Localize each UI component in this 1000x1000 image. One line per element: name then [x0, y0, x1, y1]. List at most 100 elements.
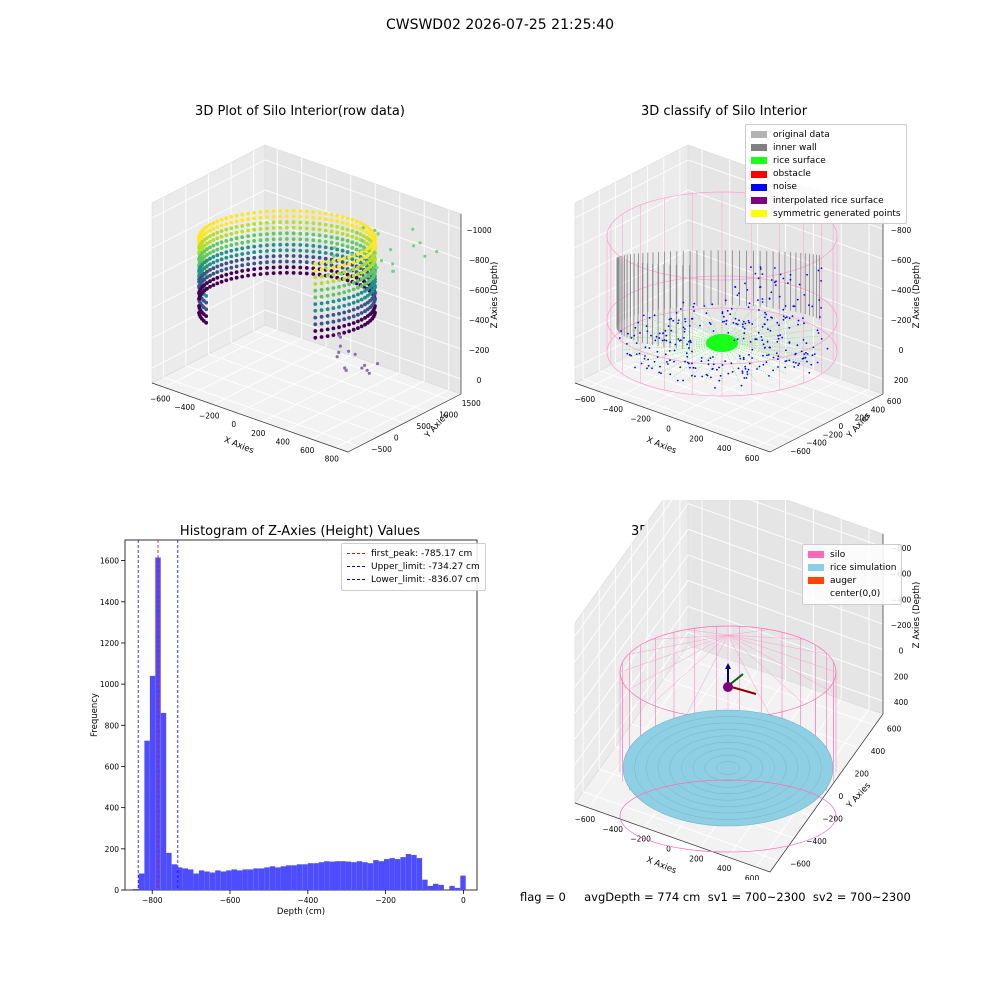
p1-data-point	[347, 255, 351, 260]
p1-grid-y	[208, 353, 405, 424]
p2-noise-point	[817, 332, 820, 334]
p1-data-point	[224, 255, 229, 260]
p1-data-point	[372, 250, 376, 254]
p2-noise-point	[683, 337, 685, 339]
p1-data-point	[271, 243, 276, 247]
p1-data-point	[356, 279, 360, 283]
p1-data-point	[285, 265, 289, 270]
p2-noise-point	[803, 294, 806, 296]
p2-noise-point	[779, 273, 782, 276]
p1-data-point	[229, 248, 234, 253]
p1-data-point	[359, 284, 364, 288]
legend-color-swatch	[751, 183, 767, 191]
p2-noise-point	[707, 363, 710, 366]
p1-data-point	[224, 278, 229, 283]
p2-point-cloud	[606, 191, 838, 397]
p1-data-point	[205, 230, 209, 235]
legend-entry: Upper_limit: -734.27 cm	[347, 560, 480, 573]
p2-noise-point	[682, 301, 685, 304]
p4-silo-roof	[619, 634, 729, 673]
histogram-bar	[193, 873, 199, 890]
p2-noise-point	[747, 368, 750, 371]
p4-xtick-label: −400	[602, 825, 623, 834]
p1-data-point	[278, 259, 283, 264]
p1-data-point	[325, 334, 330, 338]
p1-data-point	[333, 246, 337, 250]
p1-data-point	[329, 252, 334, 256]
histogram-bar	[247, 869, 254, 890]
p1-data-point	[363, 289, 367, 293]
legend-entry: Lower_limit: -836.07 cm	[347, 573, 480, 586]
p1-data-point	[265, 271, 269, 276]
p2-noise-point	[654, 339, 657, 342]
p2-xtick-label: 600	[745, 454, 760, 463]
histogram-bar	[356, 861, 363, 890]
p2-noise-point	[721, 311, 724, 313]
p2-noise-point	[731, 371, 734, 373]
histogram-bar	[345, 861, 352, 890]
p1-data-point	[258, 210, 263, 215]
p4-xtick-label: −200	[630, 835, 651, 844]
p1-data-point	[291, 248, 296, 253]
p2-noise-point	[733, 339, 736, 342]
p1-data-point	[258, 238, 263, 243]
histogram-bar	[400, 857, 406, 890]
p2-noise-point	[785, 316, 788, 318]
p1-data-point	[278, 231, 283, 236]
p1-data-point	[285, 259, 289, 264]
p4-silo-roof	[651, 634, 729, 705]
p2-noise-point	[723, 320, 726, 323]
p2-noise-point	[762, 363, 765, 366]
p2-noise-point	[711, 303, 714, 306]
p1-data-point	[252, 222, 257, 226]
p1-data-point	[285, 254, 289, 258]
p2-noise-point	[744, 365, 747, 368]
p2-noise-point	[826, 347, 829, 350]
legend-label: symmetric generated points	[773, 208, 901, 219]
p1-data-point	[329, 229, 334, 234]
p1-data-point	[342, 256, 347, 261]
p1-grid-z	[151, 159, 462, 230]
p1-data-point	[291, 265, 296, 270]
p2-noise-point	[646, 367, 648, 370]
p2-noise-point	[749, 341, 752, 343]
p1-data-point	[347, 322, 351, 327]
p1-data-point	[252, 255, 257, 260]
p1-data-point	[347, 309, 351, 313]
p2-noise-point	[666, 361, 668, 363]
p2-noise-point	[687, 347, 690, 349]
p1-data-point	[208, 284, 212, 289]
p2-noise-point	[716, 368, 718, 371]
p1-data-point	[373, 228, 377, 232]
p2-noise-point	[737, 367, 740, 370]
histogram-bar	[177, 867, 183, 890]
p1-data-point	[278, 220, 283, 225]
legend-entry: auger	[808, 574, 896, 587]
p2-noise-point	[647, 364, 650, 367]
p2-noise-point	[618, 337, 621, 339]
p1-data-point	[313, 268, 318, 273]
p2-ytick-label: 600	[887, 397, 902, 406]
p4-grid-z	[574, 580, 884, 739]
p1-data-point	[246, 217, 251, 222]
p1-data-point	[205, 253, 209, 257]
p1-data-point	[356, 326, 360, 330]
p1-data-point	[350, 252, 354, 257]
p1-data-point	[356, 292, 360, 297]
legend-entry: original data	[751, 128, 901, 141]
p2-noise-point	[705, 373, 708, 376]
p1-xtick-label: −200	[199, 412, 220, 421]
panel1-3d-plot: −600−400−2000200400600800−50005001000150…	[150, 144, 500, 464]
p1-grid-z	[151, 189, 462, 260]
p1-data-point	[278, 209, 283, 213]
p2-noise-point	[661, 339, 664, 342]
p2-noise-point	[741, 370, 744, 373]
p4-zlabel: Z Axies (Depth)	[912, 582, 922, 649]
p1-data-point	[418, 241, 422, 245]
p1-ytick-label: 1500	[462, 399, 481, 408]
p1-data-point	[234, 258, 239, 263]
p2-noise-point	[634, 366, 636, 369]
p2-noise-point	[748, 353, 750, 356]
p1-data-point	[347, 315, 351, 320]
p1-xtick-label: 400	[276, 437, 291, 446]
